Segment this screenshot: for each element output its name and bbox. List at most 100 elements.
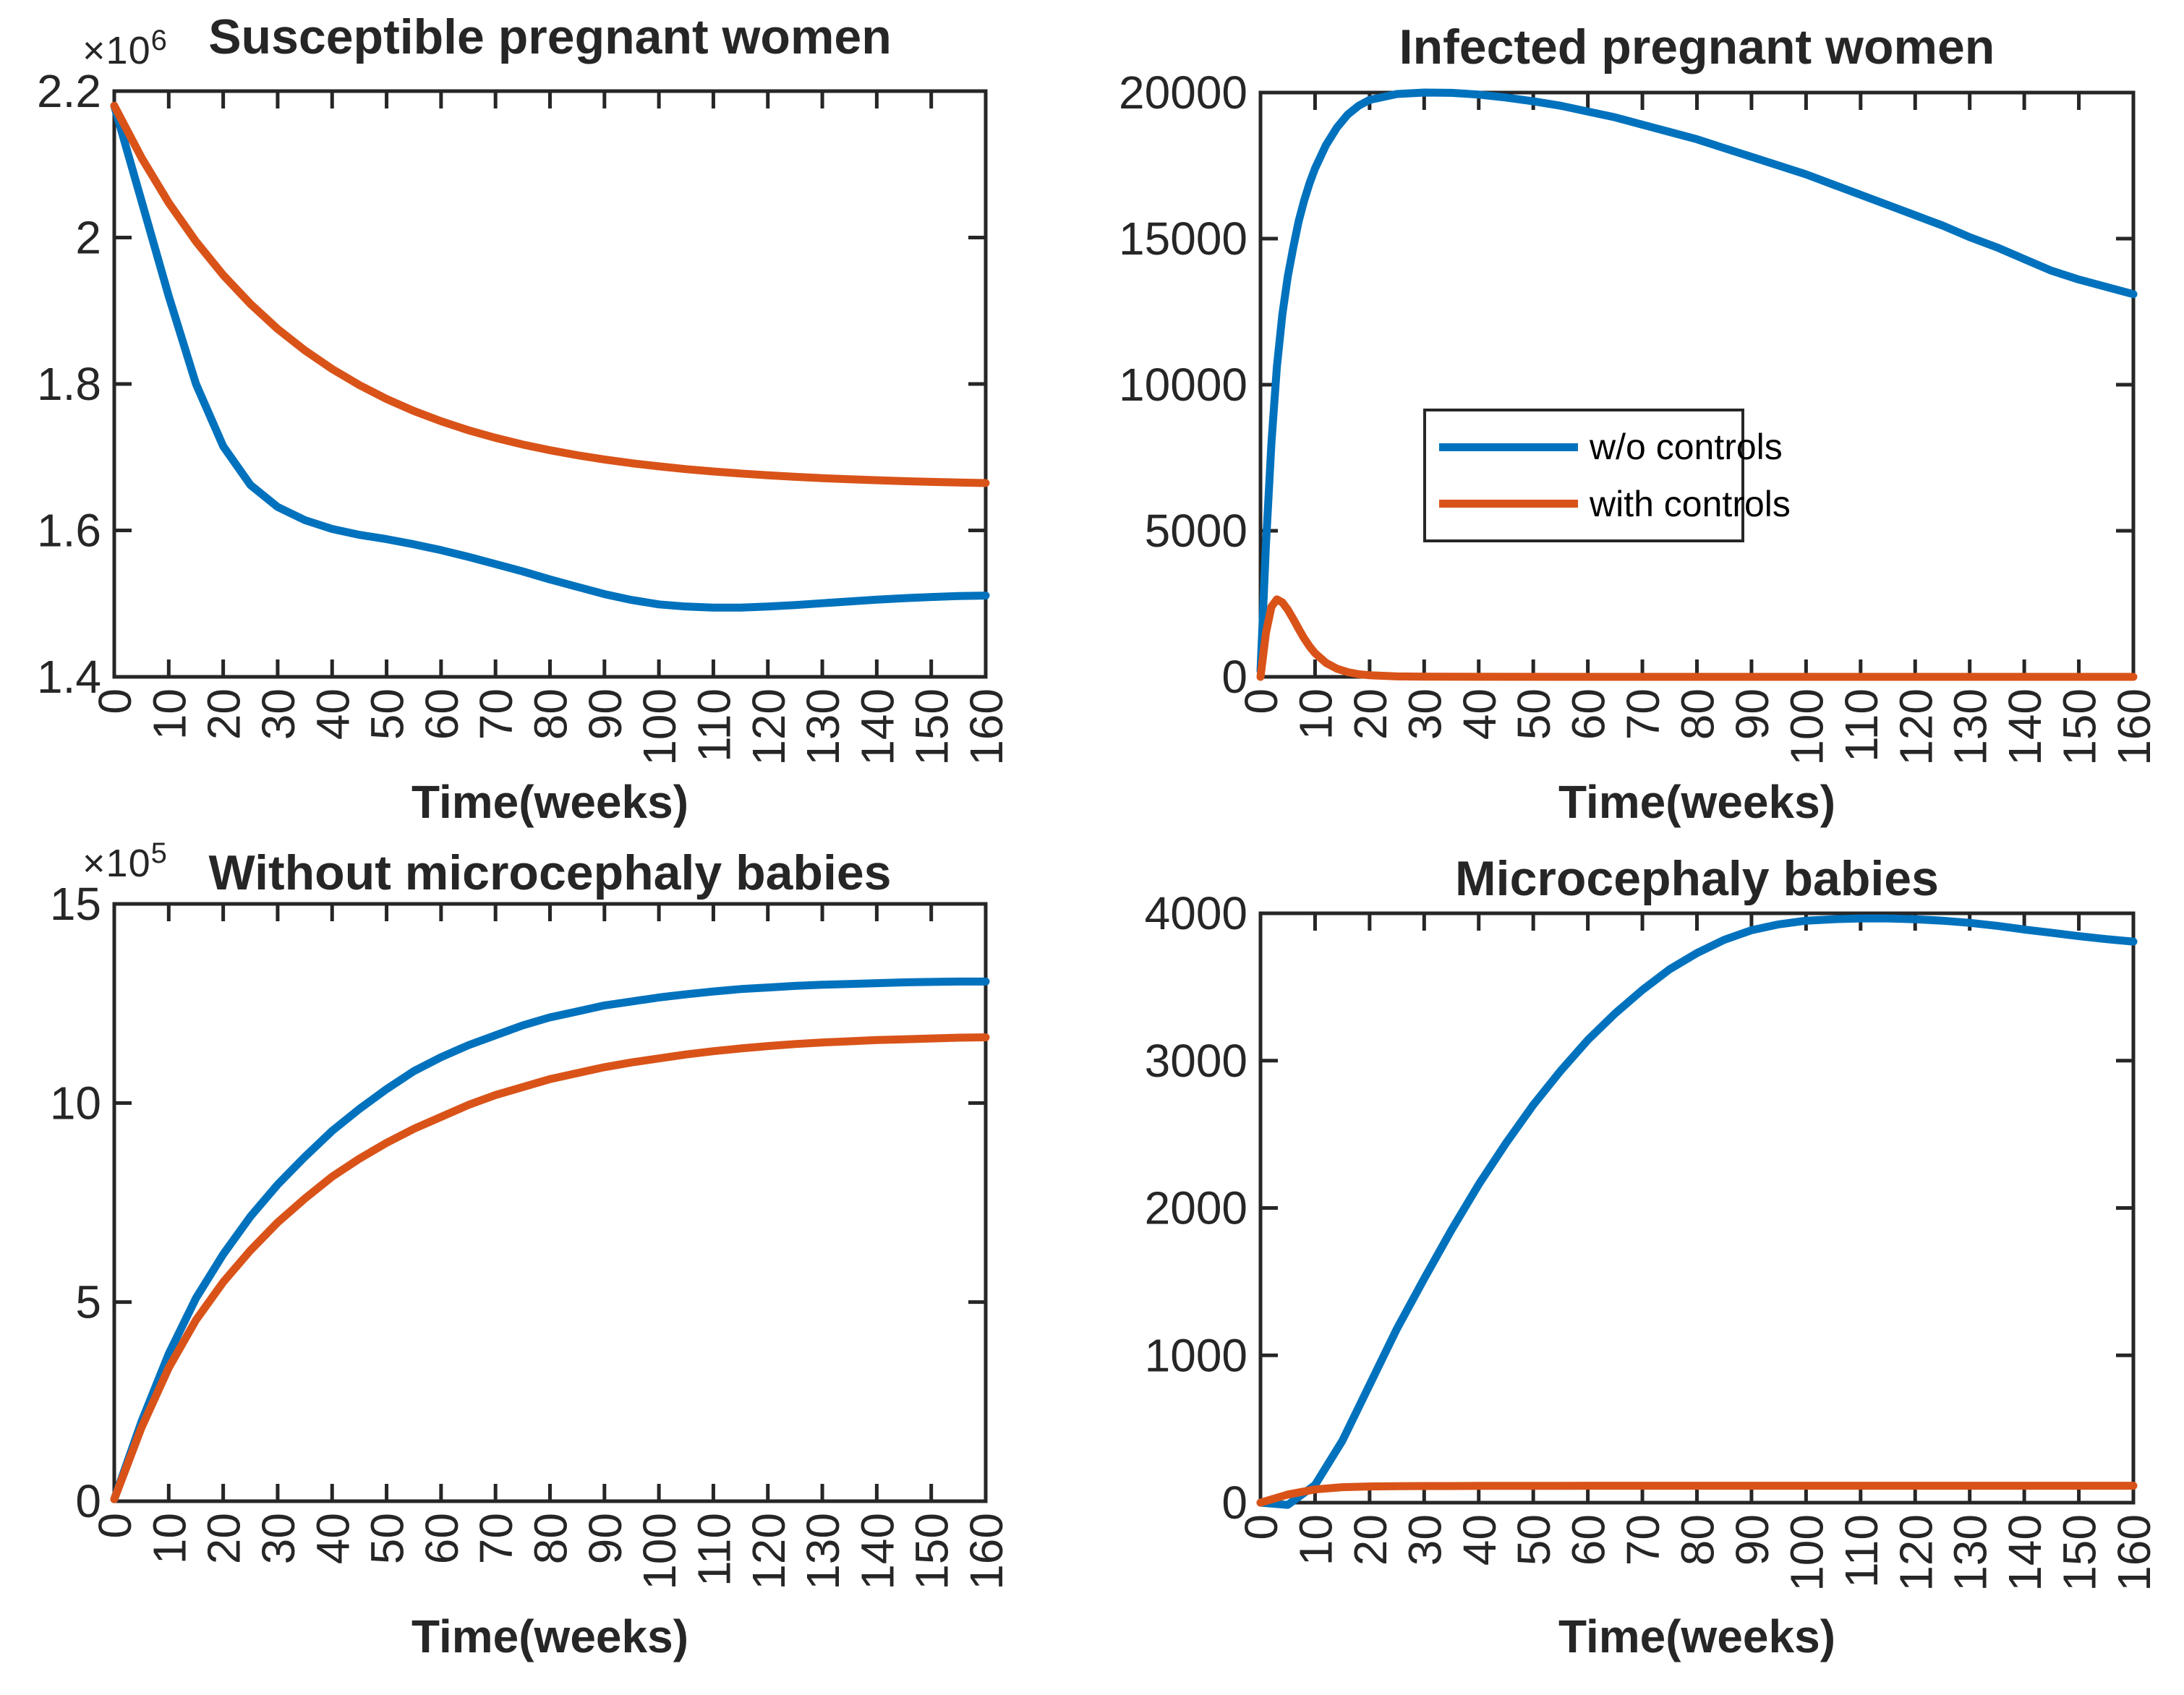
x-tick-label: 120 [1890, 688, 1942, 766]
x-tick-label: 30 [1399, 1514, 1451, 1566]
x-tick-label: 40 [307, 688, 359, 740]
x-tick-label: 80 [1672, 1514, 1724, 1566]
legend-box: w/o controls with controls [1423, 409, 1791, 542]
x-tick-label: 130 [1945, 1514, 1997, 1592]
x-tick-label: 50 [1508, 688, 1560, 740]
y-tick-label: 1.6 [37, 505, 101, 557]
x-tick-label: 150 [2054, 688, 2106, 766]
x-tick-label: 70 [470, 1513, 522, 1564]
y-tick-label: 2 [75, 212, 101, 264]
series-line-with-controls [110, 1033, 990, 1503]
x-tick-label: 60 [416, 1513, 468, 1564]
x-tick-label: 10 [1289, 1514, 1341, 1566]
legend-item-with-controls: with controls [1439, 483, 1791, 525]
x-tick-label: 160 [960, 1513, 1012, 1590]
x-tick-label: 30 [252, 1513, 304, 1564]
x-tick-label: 90 [1726, 688, 1778, 740]
y-tick-label: 2000 [1145, 1182, 1247, 1234]
x-axis-label-infected: Time(weeks) [1558, 776, 1835, 828]
x-axis-label-without-microcephaly: Time(weeks) [411, 1610, 688, 1662]
x-tick-label: 40 [1454, 1514, 1506, 1566]
x-tick-label: 110 [1835, 1514, 1887, 1588]
y-tick-label: 0 [1221, 651, 1247, 703]
x-tick-label: 70 [470, 688, 522, 740]
x-axis-label-susceptible: Time(weeks) [411, 776, 688, 828]
x-tick-label: 100 [1780, 1514, 1833, 1592]
plot-title-infected: Infected pregnant women [1399, 20, 1995, 74]
x-tick-label: 120 [1890, 1514, 1942, 1592]
x-tick-label: 20 [198, 688, 250, 740]
x-tick-label: 150 [906, 688, 958, 766]
x-tick-label: 10 [143, 688, 195, 740]
legend-line-swatch-orange [1439, 500, 1578, 508]
plot-title-without-microcephaly: Without microcephaly babies [208, 845, 892, 900]
y-tick-label: 10 [50, 1077, 101, 1129]
legend-label-wo-controls: w/o controls [1590, 427, 1783, 468]
x-tick-label: 70 [1617, 688, 1669, 740]
x-tick-label: 60 [416, 688, 468, 740]
x-tick-label: 120 [743, 1513, 795, 1590]
y-tick-label: 5000 [1145, 505, 1247, 557]
axes-box [1258, 911, 2136, 1505]
x-tick-label: 90 [1726, 1514, 1778, 1566]
offset-exponent: 6 [150, 25, 168, 56]
x-tick-label: 10 [1289, 688, 1341, 740]
x-tick-label: 100 [634, 688, 686, 766]
axes-box [112, 89, 988, 679]
x-tick-label: 140 [1999, 688, 2051, 766]
y-tick-label: 5 [75, 1276, 101, 1328]
y-tick-label: 4000 [1145, 887, 1247, 939]
x-tick-label: 0 [89, 1513, 141, 1539]
x-tick-label: 160 [2108, 1514, 2160, 1592]
legend-label-with-controls: with controls [1590, 483, 1791, 524]
x-tick-label: 120 [743, 688, 795, 766]
y-tick-label: 1000 [1145, 1329, 1247, 1381]
x-tick-label: 60 [1563, 688, 1615, 740]
offset-exponent: 5 [150, 837, 168, 869]
y-tick-label: 15000 [1119, 213, 1247, 265]
plot-title-microcephaly: Microcephaly babies [1455, 851, 1939, 906]
x-tick-label: 80 [525, 1513, 577, 1564]
legend-item-wo-controls: w/o controls [1439, 426, 1783, 468]
x-tick-label: 90 [579, 1513, 631, 1564]
y-axis-offset-label-susceptible: ×106 [82, 25, 168, 73]
x-tick-label: 0 [1235, 1514, 1287, 1540]
series-line-with-controls [110, 101, 990, 487]
x-tick-label: 140 [851, 688, 903, 766]
offset-base: ×10 [82, 29, 151, 72]
x-tick-label: 140 [851, 1513, 903, 1590]
series-line-w-o-controls [110, 101, 990, 612]
x-tick-label: 30 [252, 688, 304, 740]
x-tick-label: 20 [198, 1513, 250, 1564]
x-tick-label: 50 [1508, 1514, 1560, 1566]
x-tick-label: 110 [688, 1513, 740, 1587]
x-tick-label: 130 [797, 688, 849, 766]
series-line-w-o-controls [110, 977, 990, 1503]
legend-line-swatch-blue [1439, 443, 1578, 451]
series-line-w-o-controls [1256, 914, 2138, 1509]
x-tick-label: 80 [1672, 688, 1724, 740]
y-axis-offset-label-without-microcephaly: ×105 [82, 837, 168, 886]
x-tick-label: 100 [1780, 688, 1833, 766]
x-tick-label: 20 [1344, 1514, 1396, 1566]
x-tick-label: 110 [688, 688, 740, 762]
y-tick-label: 3000 [1145, 1035, 1247, 1087]
x-tick-label: 0 [89, 688, 141, 714]
axes-box [112, 902, 988, 1503]
axes-box [1258, 90, 2136, 679]
x-tick-label: 130 [1945, 688, 1997, 766]
y-tick-label: 10000 [1119, 359, 1247, 411]
x-tick-label: 80 [525, 688, 577, 740]
x-tick-label: 150 [2054, 1514, 2106, 1592]
x-tick-label: 110 [1835, 688, 1887, 762]
x-tick-label: 0 [1235, 688, 1287, 714]
y-tick-label: 20000 [1119, 67, 1247, 119]
series-line-w-o-controls [1256, 88, 2138, 675]
plot-title-susceptible: Susceptible pregnant women [208, 9, 892, 64]
y-tick-label: 1.4 [37, 651, 101, 703]
x-tick-label: 160 [960, 688, 1012, 766]
x-tick-label: 40 [307, 1513, 359, 1564]
series-line-with-controls [1256, 595, 2138, 681]
x-axis-label-microcephaly: Time(weeks) [1558, 1610, 1835, 1662]
